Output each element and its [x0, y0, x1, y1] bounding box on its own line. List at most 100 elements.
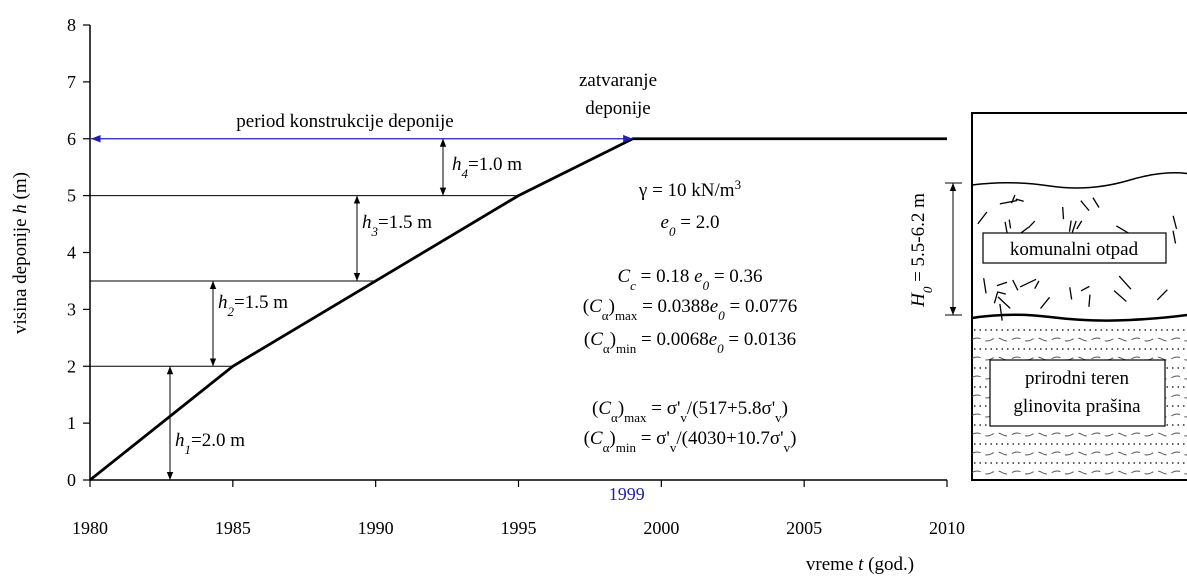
text-part: =1.0 m — [468, 154, 522, 175]
y-tick-label: 8 — [67, 15, 76, 35]
text-part: =2.0 m — [191, 430, 245, 451]
waste-hatch — [1080, 285, 1090, 292]
text-part: vreme — [806, 554, 858, 575]
waste-hatch — [1088, 294, 1091, 307]
y-tick-label: 3 — [67, 299, 76, 319]
text-part: (m) — [10, 172, 31, 204]
text-part: ) — [618, 398, 624, 419]
y-tick-label: 5 — [67, 186, 76, 206]
soil-wave — [971, 432, 1187, 437]
waste-hatch — [1092, 197, 1100, 208]
text-part: max — [624, 410, 647, 425]
text-part: C — [598, 398, 611, 419]
text-part: = 5.5-6.2 m — [908, 193, 929, 287]
layer-label: h2=1.5 m — [218, 292, 288, 319]
waste-top — [971, 172, 1187, 189]
waste-hatch — [1080, 200, 1090, 212]
text-part: H — [908, 292, 929, 308]
period-label: period konstrukcije deponije — [236, 111, 453, 132]
x-tick-label: 1980 — [72, 518, 108, 538]
waste-hatch — [1010, 194, 1016, 204]
text-part: (god.) — [863, 554, 914, 575]
y-tick-label: 1 — [67, 413, 76, 433]
y-tick-label: 7 — [67, 72, 76, 92]
text-part: h — [218, 292, 228, 313]
text-part: 2 — [228, 304, 235, 319]
formula: e0 = 2.0 — [661, 212, 720, 239]
waste-hatch — [1008, 219, 1012, 229]
text-part: α — [603, 341, 610, 356]
waste-hatch — [1062, 206, 1065, 220]
text-part: = 0.18 — [636, 266, 694, 287]
text-part: = 0.0776 — [725, 296, 797, 317]
text-part: C — [590, 329, 603, 350]
text-part: =1.5 m — [234, 292, 288, 313]
text-part: 4 — [462, 166, 469, 181]
waste-hatch — [1172, 230, 1177, 244]
natural-label: glinovita prašina — [1013, 396, 1141, 417]
x-tick-label: 1990 — [358, 518, 394, 538]
text-part: 0 — [703, 278, 710, 293]
plot-area: 0 1 2 3 4 5 6 7 8 1980 1985 1990 1995 2000 2005 2 0 1 0 vis… — [10, 15, 965, 575]
waste-hatch — [1172, 215, 1178, 230]
text-part: v — [784, 440, 791, 455]
text-part: 0 — [920, 286, 935, 293]
text-part: /(4030+10.7σ' — [676, 428, 783, 449]
text-part: 3 — [371, 224, 379, 239]
closure-year: 1999 — [609, 484, 645, 504]
text-part: min — [616, 341, 637, 356]
x-tick-label: 1985 — [215, 518, 251, 538]
text-part: max — [615, 308, 638, 323]
text-part: 3 — [735, 177, 742, 192]
text-part: α — [603, 440, 610, 455]
text-part: /(517+5.8σ' — [687, 398, 775, 419]
text-part: 0 — [669, 224, 676, 239]
text-part: min — [616, 440, 637, 455]
waste-hatch — [1039, 296, 1051, 309]
y-tick-label: 0 — [67, 470, 76, 490]
text-part: = σ' — [647, 398, 681, 419]
text-part: 1 — [185, 442, 192, 457]
text-part: 0 — [717, 341, 724, 356]
waste-hatch — [1156, 289, 1168, 301]
text-part: v — [680, 410, 687, 425]
formula: (Cα)max = σ'v/(517+5.8σ'v) — [592, 398, 788, 425]
natural-label: prirodni teren — [1025, 368, 1129, 389]
closure-label: deponije — [585, 98, 650, 119]
text-part: ( — [592, 398, 598, 419]
waste-hatch — [997, 296, 1011, 309]
text-part: c — [630, 278, 636, 293]
text-part: γ = 10 kN/m — [638, 180, 735, 201]
waste-hatch — [999, 303, 1003, 321]
waste-hatch — [1012, 279, 1019, 291]
text-part: v — [670, 440, 677, 455]
waste-hatch — [1118, 275, 1132, 290]
text-part: = 2.0 — [675, 212, 719, 233]
text-part: e — [694, 266, 702, 287]
y-tick-label: 2 — [67, 356, 76, 376]
x-tick-label: 1995 — [501, 518, 537, 538]
text-part: visina deponije — [10, 214, 31, 334]
text-part: ( — [583, 296, 589, 317]
waste-hatch — [1076, 220, 1083, 230]
text-part: e — [709, 329, 717, 350]
text-part: α — [602, 308, 609, 323]
text-part: = 0.0068 — [636, 329, 708, 350]
text-part: h — [362, 212, 372, 233]
waste-hatch — [1015, 198, 1024, 202]
text-part: h — [452, 154, 462, 175]
text-part: ) — [790, 428, 796, 449]
x-tick-label: 2005 — [786, 518, 822, 538]
waste-box — [982, 232, 1167, 264]
text-part: e — [710, 296, 718, 317]
text-part: C — [617, 266, 630, 287]
x-tick-label: 2000 — [643, 518, 679, 538]
y-tick-label: 6 — [67, 129, 76, 149]
thickness-label: H0 = 5.5-6.2 m — [908, 193, 935, 308]
text-part: ) — [782, 398, 788, 419]
waste-hatch — [1069, 287, 1073, 300]
text-part: =1.5 m — [378, 212, 432, 233]
data-line — [89, 137, 947, 482]
soil-profile: komunalni otpad prirodni teren glinovita p… — [908, 112, 1187, 481]
waste-hatch — [1027, 220, 1036, 229]
